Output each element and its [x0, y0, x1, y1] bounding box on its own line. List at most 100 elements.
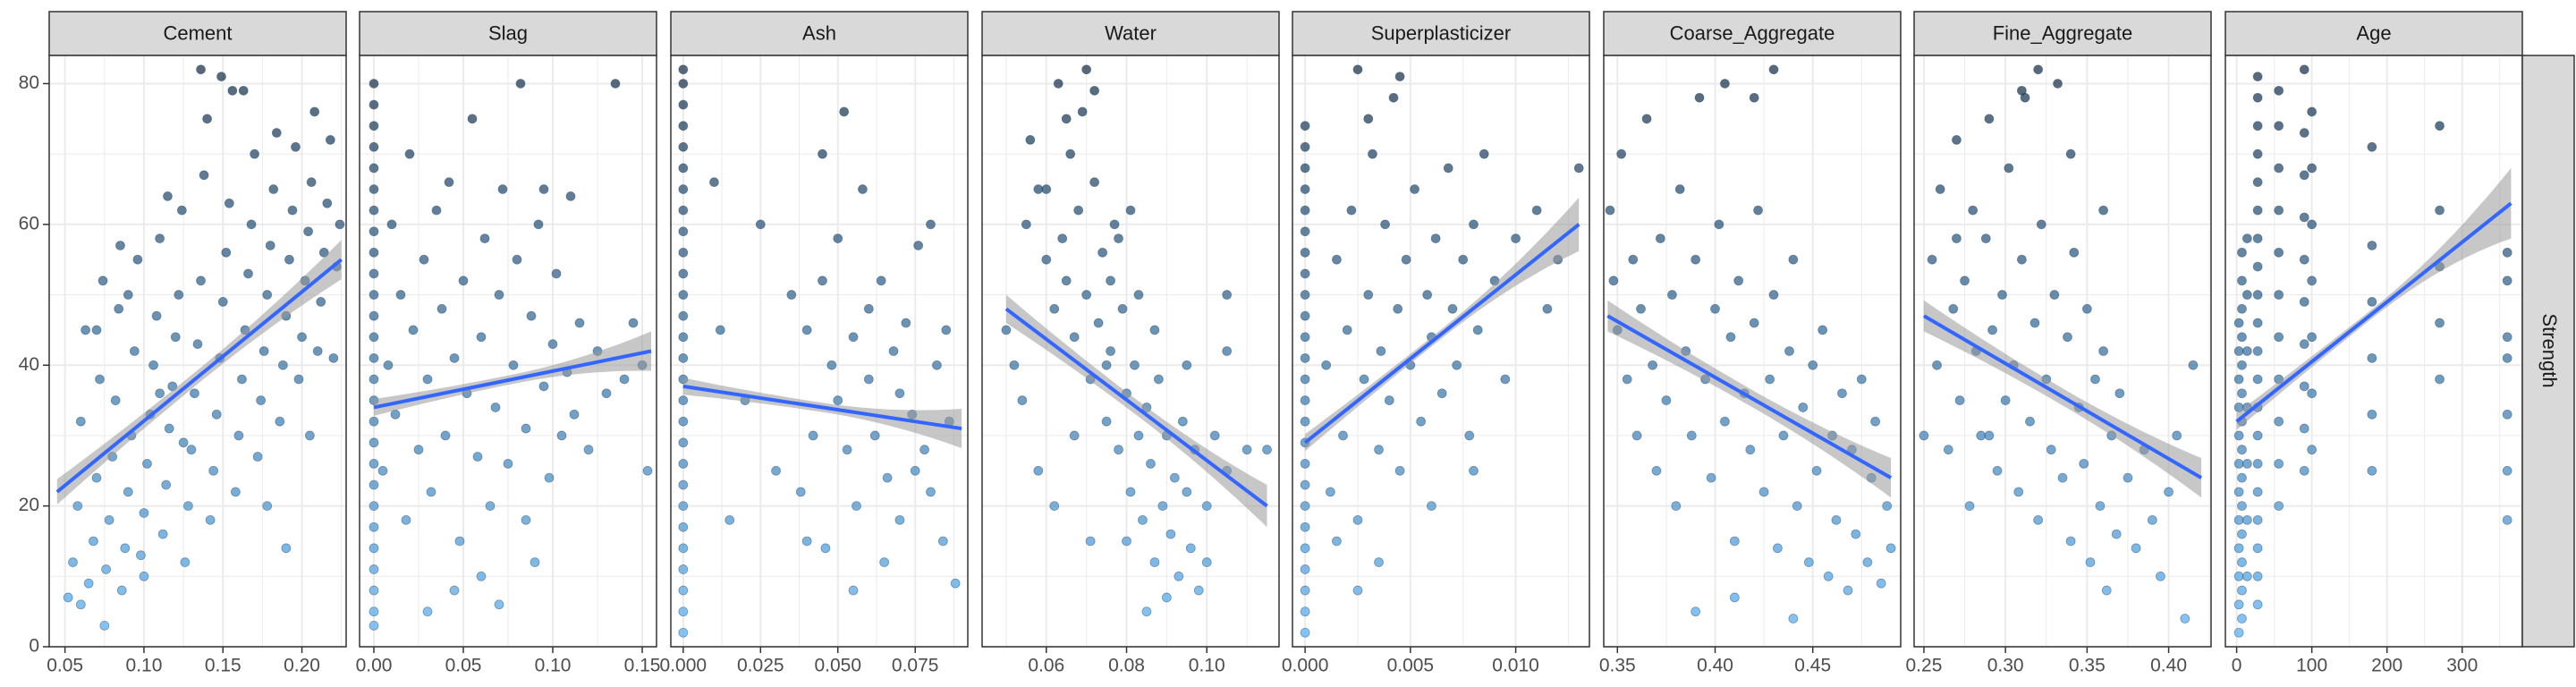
data-point	[848, 585, 859, 596]
data-point	[1025, 135, 1036, 145]
data-point	[1720, 79, 1730, 89]
data-point	[628, 318, 639, 328]
data-point	[1325, 487, 1335, 497]
x-tick-label: 200	[2371, 656, 2402, 676]
data-point	[2274, 501, 2284, 512]
data-point	[2172, 430, 2182, 441]
data-point	[449, 352, 460, 363]
data-point	[467, 114, 478, 124]
data-point	[848, 332, 859, 343]
data-point	[2095, 501, 2106, 512]
facet-strip-label: Ash	[802, 21, 836, 44]
y-tick-label: 60	[19, 213, 39, 233]
data-point	[1500, 374, 1511, 385]
data-point	[157, 529, 168, 539]
data-point	[2233, 487, 2244, 497]
data-point	[2237, 247, 2247, 258]
data-point	[104, 514, 114, 525]
data-point	[1416, 416, 1427, 427]
data-point	[2033, 64, 2044, 75]
facet-strip-label: Age	[2356, 21, 2391, 44]
data-point	[678, 310, 689, 321]
data-point	[2307, 276, 2318, 286]
data-point	[1984, 430, 1995, 441]
data-point	[63, 592, 73, 603]
data-point	[515, 79, 526, 89]
data-point	[208, 465, 219, 476]
x-tick-label: 0.45	[1794, 656, 1831, 676]
x-tick-label: 0.06	[1028, 656, 1064, 676]
data-point	[1033, 184, 1044, 194]
data-point	[2307, 388, 2318, 399]
x-tick-label: 0.075	[892, 656, 939, 676]
x-axis: 0.000 0.025 0.050 0.075	[660, 647, 939, 676]
data-point	[151, 310, 162, 321]
data-point	[369, 121, 379, 131]
data-point	[2367, 352, 2377, 363]
data-point	[1430, 233, 1441, 243]
data-point	[1870, 416, 1881, 427]
data-point	[2004, 163, 2014, 174]
data-point	[1300, 459, 1310, 469]
data-point	[678, 585, 689, 596]
data-point	[678, 543, 689, 554]
data-point	[2114, 388, 2125, 399]
data-point	[369, 226, 379, 237]
data-point	[2057, 472, 2068, 483]
panel-border	[1913, 55, 2212, 648]
panel-border	[359, 55, 657, 648]
data-point	[1384, 395, 1394, 405]
data-point	[2274, 290, 2284, 300]
data-point	[2156, 571, 2165, 581]
data-point	[2233, 514, 2244, 525]
data-point	[163, 191, 173, 201]
data-point	[1458, 254, 1469, 265]
data-point	[1690, 254, 1701, 265]
data-point	[369, 184, 379, 194]
panel-background	[671, 55, 968, 647]
data-point	[858, 184, 868, 194]
data-point	[1784, 346, 1794, 356]
data-point	[136, 550, 146, 561]
data-point	[1778, 430, 1789, 441]
data-point	[1342, 325, 1352, 335]
data-point	[2299, 128, 2309, 138]
data-point	[1469, 219, 1479, 230]
data-point	[1125, 487, 1136, 497]
data-point	[538, 184, 549, 194]
facet-strip-label: Fine_Aggregate	[1993, 21, 2133, 44]
facet-strip-label: Water	[1105, 21, 1157, 44]
data-point	[1729, 536, 1740, 547]
data-point	[709, 177, 719, 188]
data-point	[176, 205, 187, 216]
data-point	[303, 226, 314, 237]
data-point	[2241, 346, 2252, 356]
data-point	[1300, 416, 1310, 427]
data-point	[879, 557, 890, 567]
facet-strip-label: Coarse_Aggregate	[1670, 21, 1835, 44]
data-point	[476, 571, 487, 581]
x-axis: 0.25 0.30 0.35 0.40	[1906, 647, 2187, 676]
data-point	[678, 99, 689, 110]
facet-strip-label: Cement	[163, 21, 232, 44]
data-point	[1919, 430, 1929, 441]
data-point	[2299, 170, 2309, 181]
data-point	[2274, 163, 2284, 174]
data-point	[2237, 501, 2247, 512]
data-point	[2237, 332, 2247, 343]
data-point	[2274, 416, 2284, 427]
right-strip-background	[2521, 55, 2575, 648]
data-point	[180, 557, 191, 567]
data-point	[2252, 571, 2263, 581]
data-point	[2147, 514, 2157, 525]
data-point	[83, 578, 94, 589]
data-point	[1300, 226, 1310, 237]
data-point	[1641, 114, 1652, 124]
data-point	[801, 536, 812, 547]
data-point	[1157, 501, 1168, 512]
data-point	[390, 409, 401, 420]
data-point	[312, 346, 323, 356]
data-point	[404, 148, 415, 159]
facet-strip-label: Superplasticizer	[1371, 21, 1512, 44]
data-point	[1984, 114, 1995, 124]
